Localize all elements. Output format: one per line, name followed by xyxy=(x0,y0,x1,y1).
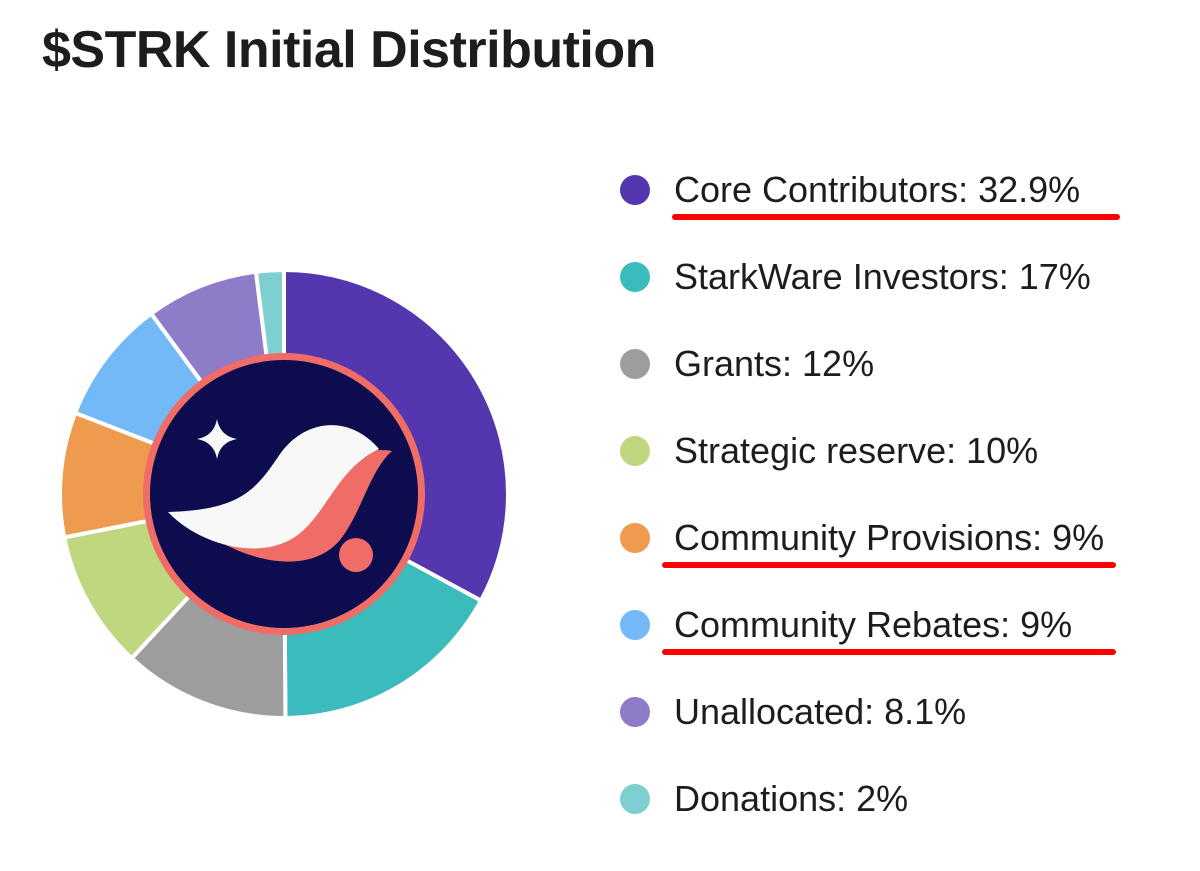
legend-label: Donations: 2% xyxy=(674,778,909,819)
legend-dot xyxy=(620,436,650,466)
legend-dot xyxy=(620,175,650,205)
legend-dot xyxy=(620,349,650,379)
logo-sparkle-icon xyxy=(197,419,237,459)
legend-dot xyxy=(620,262,650,292)
legend-item-starkware-investors: StarkWare Investors: 17% xyxy=(620,247,1091,307)
chart-title: $STRK Initial Distribution xyxy=(42,21,656,79)
starknet-logo xyxy=(143,353,425,635)
legend-dot xyxy=(620,697,650,727)
legend-label: Community Provisions: 9% xyxy=(674,517,1105,558)
highlight-underline-community-provisions xyxy=(662,562,1116,568)
legend-label: StarkWare Investors: 17% xyxy=(674,256,1091,297)
legend-item-strategic-reserve: Strategic reserve: 10% xyxy=(620,421,1038,481)
legend-item-community-provisions: Community Provisions: 9% xyxy=(620,508,1104,568)
highlight-underline-core-contributors xyxy=(672,214,1120,220)
legend-item-community-rebates: Community Rebates: 9% xyxy=(620,595,1072,655)
legend-label: Unallocated: 8.1% xyxy=(674,691,967,732)
legend-dot xyxy=(620,523,650,553)
logo-dot xyxy=(339,538,373,572)
legend-label: Core Contributors: 32.9% xyxy=(674,169,1081,210)
legend-label: Community Rebates: 9% xyxy=(674,604,1073,645)
legend-dot xyxy=(620,610,650,640)
legend-item-core-contributors: Core Contributors: 32.9% xyxy=(620,160,1080,220)
logo-white-wave xyxy=(168,425,379,549)
legend-dot xyxy=(620,784,650,814)
legend-item-grants: Grants: 12% xyxy=(620,334,874,394)
highlight-underline-community-rebates xyxy=(662,649,1116,655)
legend-item-donations: Donations: 2% xyxy=(620,769,908,829)
legend-label: Grants: 12% xyxy=(674,343,875,384)
legend-label: Strategic reserve: 10% xyxy=(674,430,1039,471)
legend-item-unallocated: Unallocated: 8.1% xyxy=(620,682,966,742)
